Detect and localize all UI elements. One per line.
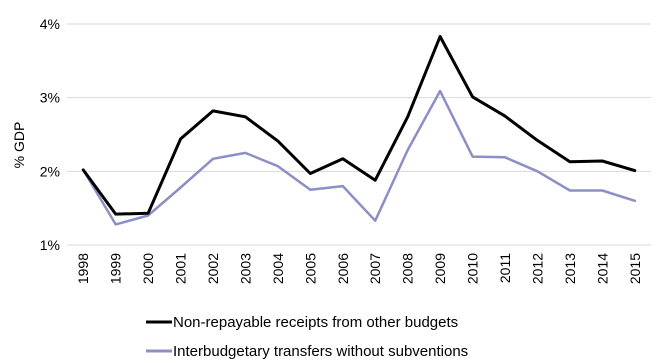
y-tick-label: 1%: [40, 237, 60, 253]
legend: Non-repayable receipts from other budget…: [146, 314, 468, 360]
x-tick-label: 2015: [627, 253, 643, 284]
x-tick-label: 2014: [594, 253, 610, 284]
x-tick-label: 2000: [140, 253, 156, 284]
x-tick-label: 2012: [529, 253, 545, 284]
x-tick-label: 2009: [432, 253, 448, 284]
x-tick-label: 2001: [173, 253, 189, 284]
x-tick-label: 2003: [237, 253, 253, 284]
legend-label-series-1: Interbudgetary transfers without subvent…: [173, 343, 468, 360]
series-lines: [81, 35, 637, 226]
series-line-0: [81, 35, 637, 216]
gridlines: [67, 23, 651, 172]
legend-label-series-0: Non-repayable receipts from other budget…: [173, 314, 458, 331]
x-tick-label: 1998: [75, 253, 91, 284]
x-tick-label: 2013: [562, 253, 578, 284]
x-tick-label: 2002: [205, 253, 221, 284]
y-tick-label: 2%: [40, 163, 60, 179]
x-tick-label: 2011: [497, 253, 513, 283]
x-tick-label: 2005: [302, 253, 318, 284]
x-tick-label: 2006: [335, 253, 351, 284]
x-tick-label: 2007: [367, 253, 383, 284]
x-tick-label: 1999: [108, 253, 124, 284]
y-tick-label: 4%: [40, 16, 60, 32]
x-tick-label: 2004: [270, 253, 286, 284]
y-tick-labels: 1% 2% 3% 4%: [40, 16, 60, 253]
y-axis-label: % GDP: [11, 122, 27, 169]
series-line-1: [81, 89, 637, 226]
x-tick-label: 2008: [400, 253, 416, 284]
x-tick-labels: 1998 1999 2000 2001 2002 2003 2004 2005 2006 2007…: [75, 253, 643, 284]
x-tick-label: 2010: [465, 253, 481, 284]
y-tick-label: 3%: [40, 90, 60, 106]
